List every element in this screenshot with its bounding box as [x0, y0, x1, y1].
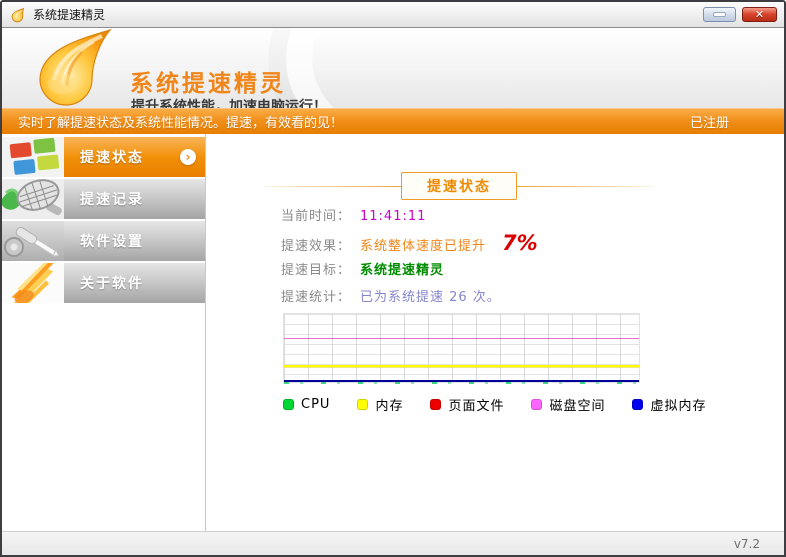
section-rule-left — [264, 185, 401, 187]
speed-percentage-value: 7% — [502, 231, 538, 255]
windows-logo-icon — [2, 137, 64, 177]
chevron-right-icon: › — [180, 149, 196, 165]
legend-label: 虚拟内存 — [650, 399, 707, 414]
app-header: 系统提速精灵 提升系统性能，加速电脑运行！ — [2, 28, 784, 108]
legend-swatch-memory — [357, 399, 369, 410]
info-banner: 实时了解提速状态及系统性能情况。提速，有效看的见！ 已注册 — [2, 108, 784, 134]
sidebar-item-label: 提速记录 — [80, 192, 144, 208]
legend-label: 磁盘空间 — [549, 399, 606, 414]
minimize-button[interactable] — [703, 7, 736, 22]
titlebar: 系统提速精灵 ✕ — [2, 2, 784, 28]
sidebar-nav: 提速状态 › 提速记录 — [2, 134, 206, 531]
app-icon — [11, 7, 24, 23]
legend-item-cpu: CPU — [283, 395, 330, 414]
sidebar-item-label: 软件设置 — [80, 234, 144, 250]
section-title: 提速状态 — [401, 172, 517, 200]
header-app-title: 系统提速精灵 — [130, 71, 286, 97]
window-title: 系统提速精灵 — [33, 8, 106, 22]
field-speed-target: 提速目标： 系统提速精灵 — [281, 259, 444, 279]
section-header: 提速状态 — [264, 172, 654, 200]
flame-icon — [2, 263, 64, 303]
header-app-subtitle: 提升系统性能，加速电脑运行！ — [131, 99, 327, 108]
current-time-value: 11:41:11 — [360, 209, 427, 224]
field-current-time: 当前时间： 11:41:11 — [281, 205, 426, 225]
speed-record-icon — [2, 179, 64, 219]
field-speed-effect: 提速效果： 系统整体速度已提升 7% — [281, 231, 538, 255]
field-label: 提速统计： — [281, 290, 352, 305]
legend-swatch-page-file — [430, 399, 442, 410]
speed-stats-value: 已为系统提速 26 次。 — [360, 290, 501, 305]
speed-target-value: 系统提速精灵 — [360, 263, 445, 278]
field-label: 当前时间： — [281, 209, 352, 224]
speed-effect-value: 系统整体速度已提升 — [360, 239, 487, 254]
sidebar-item-speed-records[interactable]: 提速记录 — [2, 179, 205, 219]
content-area: 提速状态 › 提速记录 — [2, 134, 784, 531]
field-label: 提速效果： — [281, 239, 352, 254]
close-button[interactable]: ✕ — [742, 7, 777, 22]
legend-item-virtual-memory: 虚拟内存 — [632, 395, 706, 414]
tools-icon — [2, 221, 64, 261]
legend-label: 页面文件 — [448, 399, 505, 414]
legend-swatch-disk-space — [531, 399, 543, 410]
app-logo-flame-icon — [39, 28, 112, 106]
sidebar-item-about[interactable]: 关于软件 — [2, 263, 205, 303]
legend-label: 内存 — [375, 399, 404, 414]
status-bar: v7.2 — [2, 531, 784, 555]
main-panel: 提速状态 当前时间： 11:41:11 提速效果： 系统整体速度已提升 7% 提… — [206, 134, 784, 531]
minimize-icon — [713, 12, 726, 17]
sidebar-item-label: 关于软件 — [80, 276, 144, 292]
sidebar-item-label: 提速状态 — [80, 150, 144, 166]
legend-swatch-virtual-memory — [632, 399, 644, 410]
legend-item-memory: 内存 — [357, 395, 403, 414]
field-speed-stats: 提速统计： 已为系统提速 26 次。 — [281, 286, 501, 306]
field-label: 提速目标： — [281, 263, 352, 278]
performance-chart — [283, 313, 640, 384]
chart-line-cpu — [284, 380, 639, 384]
close-icon: ✕ — [754, 8, 765, 21]
legend-swatch-cpu — [283, 399, 294, 410]
chart-line-virtual-memory — [284, 380, 639, 382]
section-rule-right — [517, 185, 654, 187]
registration-status-badge: 已注册 — [689, 116, 729, 131]
version-label: v7.2 — [733, 536, 760, 551]
legend-label: CPU — [301, 397, 331, 412]
legend-item-disk-space: 磁盘空间 — [531, 395, 605, 414]
chart-line-memory — [284, 365, 639, 367]
banner-message: 实时了解提速状态及系统性能情况。提速，有效看的见！ — [18, 116, 344, 131]
legend-item-page-file: 页面文件 — [430, 395, 504, 414]
chart-legend: CPU 内存 页面文件 磁盘空间 虚拟内存 — [283, 395, 707, 414]
chart-line-disk-space — [284, 338, 639, 339]
sidebar-item-software-settings[interactable]: 软件设置 — [2, 221, 205, 261]
sidebar-item-speed-status[interactable]: 提速状态 › — [2, 137, 205, 177]
header-swoosh-decoration — [264, 28, 784, 108]
